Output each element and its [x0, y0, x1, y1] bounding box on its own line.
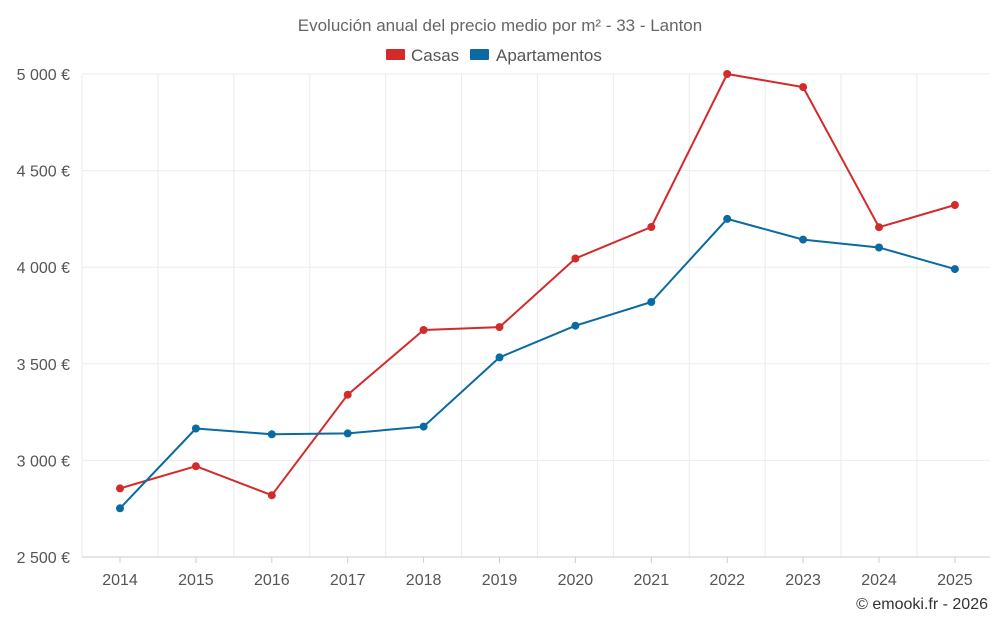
data-point-casas[interactable]: [875, 223, 883, 232]
x-tick-label: 2014: [102, 572, 138, 589]
data-point-casas[interactable]: [116, 484, 124, 493]
x-tick-label: 2016: [254, 572, 290, 589]
y-axis-tick-labels: 2 500 € 3 000 € 3 500 € 4 000 € 4 500 € 5 000…: [17, 67, 70, 567]
x-tick-label: 2020: [558, 572, 594, 589]
data-point-apartamentos[interactable]: [419, 422, 428, 431]
data-point-apartamentos[interactable]: [571, 321, 580, 330]
x-gridlines: [81, 74, 918, 557]
data-point-casas[interactable]: [419, 326, 428, 334]
data-point-apartamentos[interactable]: [267, 430, 276, 439]
x-tick-label: 2017: [330, 572, 366, 589]
x-tick-label: 2023: [785, 572, 821, 589]
data-point-casas[interactable]: [799, 83, 808, 92]
y-tick-label: 4 500 €: [17, 164, 70, 181]
y-tick-label: 2 500 €: [17, 550, 70, 567]
x-tick-label: 2024: [861, 572, 897, 589]
legend-swatch-casas: [386, 49, 405, 60]
x-tick-label: 2015: [178, 572, 214, 589]
legend-item-casas[interactable]: Casas: [386, 46, 459, 65]
data-point-casas[interactable]: [495, 323, 504, 332]
x-tick-label: 2019: [482, 572, 518, 589]
data-point-apartamentos[interactable]: [875, 243, 883, 252]
series-line-apartamentos: [119, 217, 956, 510]
y-tick-label: 3 500 €: [17, 357, 70, 374]
chart-title: Evolución anual del precio medio por m² …: [298, 16, 702, 35]
x-axis-tick-labels: 2014 2015 2016 2017 2018 2019 2020 2021 2022 2023…: [102, 557, 973, 589]
x-tick-label: 2022: [709, 572, 745, 589]
data-point-casas[interactable]: [723, 70, 732, 78]
data-point-casas[interactable]: [267, 491, 276, 500]
data-point-apartamentos[interactable]: [799, 235, 808, 244]
legend-swatch-apartamentos: [470, 49, 489, 60]
data-point-apartamentos[interactable]: [343, 429, 352, 438]
data-point-apartamentos[interactable]: [116, 504, 124, 513]
x-tick-label: 2018: [406, 572, 442, 589]
legend-label-apartamentos: Apartamentos: [496, 46, 602, 65]
series-lines: [119, 73, 956, 510]
data-point-casas[interactable]: [950, 201, 959, 209]
legend-label-casas: Casas: [411, 46, 459, 65]
x-tick-label: 2021: [634, 572, 670, 589]
data-point-apartamentos[interactable]: [495, 353, 504, 362]
data-point-apartamentos[interactable]: [191, 424, 200, 433]
y-gridlines: [82, 73, 990, 461]
series-points: [116, 70, 959, 513]
series-line-casas: [119, 73, 956, 497]
data-point-apartamentos[interactable]: [950, 265, 959, 274]
y-tick-label: 5 000 €: [17, 67, 70, 84]
data-point-apartamentos[interactable]: [647, 298, 656, 306]
chart-legend: Casas Apartamentos: [386, 46, 602, 65]
data-point-casas[interactable]: [343, 390, 352, 399]
data-point-apartamentos[interactable]: [723, 214, 732, 223]
legend-item-apartamentos[interactable]: Apartamentos: [470, 46, 602, 65]
y-tick-label: 4 000 €: [17, 260, 70, 277]
data-point-casas[interactable]: [571, 254, 580, 263]
data-point-casas[interactable]: [191, 462, 200, 471]
data-point-casas[interactable]: [647, 223, 656, 231]
y-tick-label: 3 000 €: [17, 453, 70, 470]
x-tick-label: 2025: [937, 572, 973, 589]
chart-credit: © emooki.fr - 2026: [856, 596, 988, 613]
